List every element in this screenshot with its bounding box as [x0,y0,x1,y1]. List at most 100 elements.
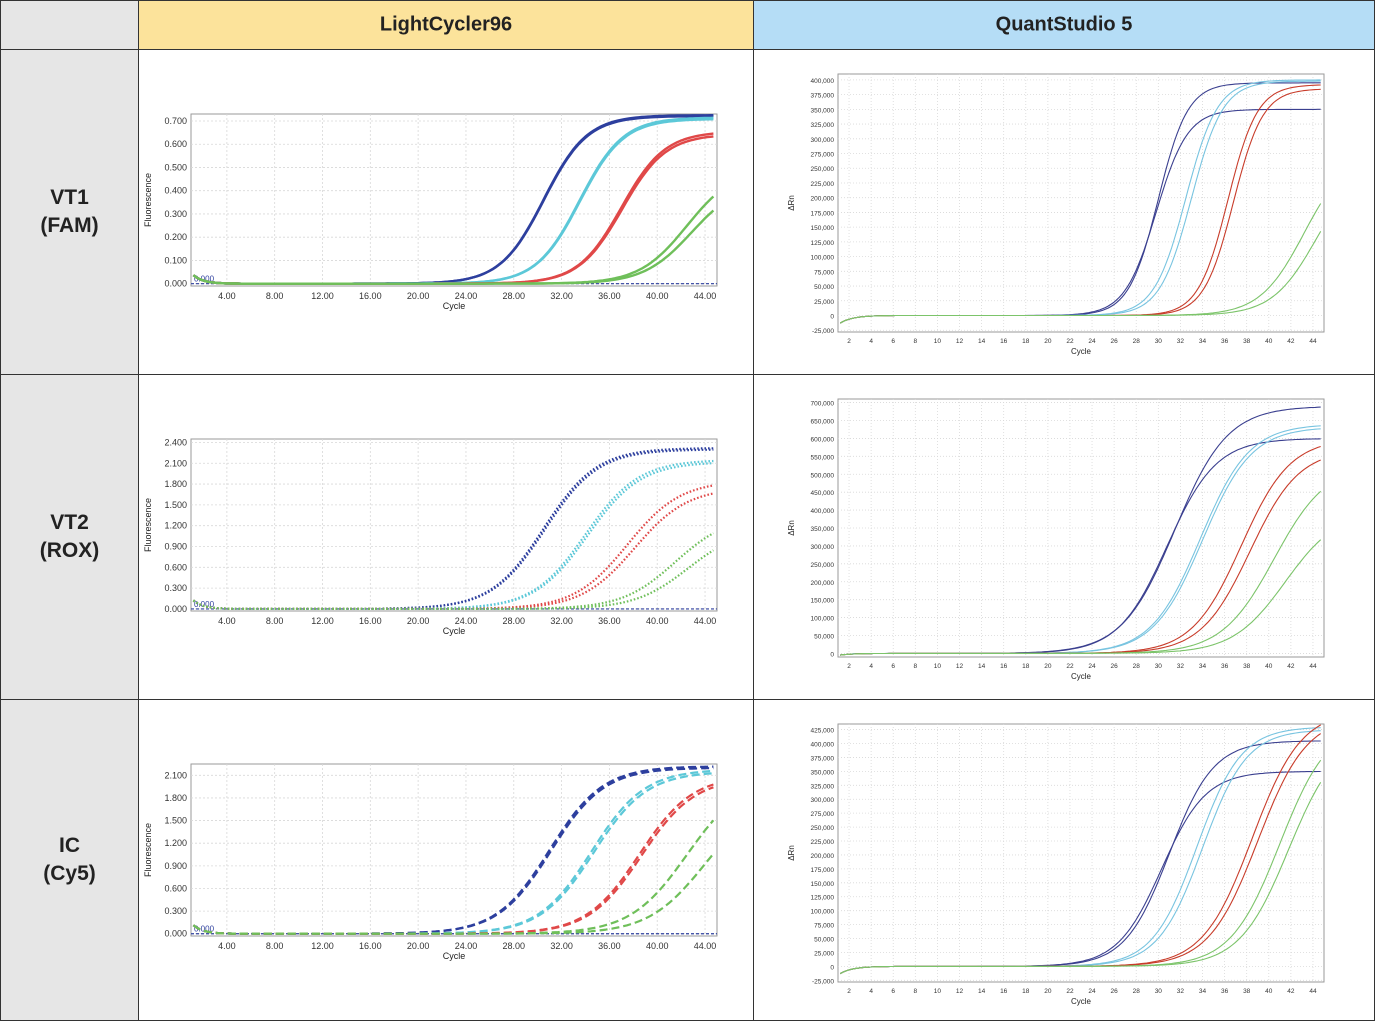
x-tick-label: 14 [978,988,986,995]
y-tick-label: 2.100 [164,770,187,780]
plot-area: -25,000 0 25,000 50,000 75,000 100,000 125,000… [811,723,1325,995]
x-tick-label: 12.00 [311,616,334,626]
y-tick-label: 1.200 [164,521,187,531]
x-tick-label: 36.00 [598,941,621,951]
x-tick-label: 4 [869,988,873,995]
y-tick-label: 0.400 [164,186,187,196]
y-tick-label: 125,000 [811,895,835,902]
x-tick-label: 28.00 [503,941,526,951]
y-tick-label: 0.100 [164,255,187,265]
x-tick-label: 8.00 [266,941,284,951]
x-tick-label: 32.00 [550,941,573,951]
y-tick-label: 175,000 [811,210,835,217]
x-tick-label: 16.00 [359,941,382,951]
header-quantstudio-label: QuantStudio 5 [995,13,1133,36]
plot-area: 0.000 0.100 0.200 0.300 0.400 0.500 0.600 0.700… [164,113,718,301]
y-tick-label: 375,000 [811,93,835,100]
y-tick-label: 0.300 [164,906,187,916]
chart-qs-vt2: 0 50,000 100,000 150,000 200,000 250,000 300,0… [787,398,1325,681]
plot-frame [190,438,718,612]
series-line-7-0 [839,231,1322,324]
chart-lc-vt1: 0.000 0.100 0.200 0.300 0.400 0.500 0.600 0.700… [143,113,718,311]
y-tick-label: 0.700 [164,116,187,126]
y-tick-label: 200,000 [811,580,835,587]
x-axis-label: Cycle [443,301,466,311]
x-tick-label: 22 [1066,663,1074,670]
y-tick-label: 300,000 [811,544,835,551]
x-tick-label: 30 [1155,988,1163,995]
x-tick-label: 24.00 [455,616,478,626]
x-axis-label: Cycle [443,626,466,636]
x-tick-label: 12.00 [311,291,334,301]
x-tick-label: 32 [1177,988,1185,995]
x-tick-label: 20.00 [407,941,430,951]
x-tick-label: 40 [1265,988,1273,995]
x-tick-label: 12 [956,338,964,345]
x-tick-label: 14 [978,338,986,345]
threshold-label: 0.000 [194,600,215,609]
y-tick-label: 0.600 [164,562,187,572]
row-label-line1: IC [59,834,80,857]
x-tick-label: 4.00 [218,291,236,301]
panel-qs-vt1: -25,000 0 25,000 50,000 75,000 100,000 125,000… [753,49,1375,375]
x-tick-label: 24.00 [455,941,478,951]
x-tick-label: 42 [1287,338,1295,345]
y-tick-label: 400,000 [811,742,835,749]
x-tick-label: 8 [914,663,918,670]
y-tick-label: 300,000 [811,137,835,144]
y-tick-label: 200,000 [811,853,835,860]
y-tick-label: 275,000 [811,152,835,159]
x-tick-label: 18 [1022,663,1030,670]
x-tick-label: 32.00 [550,616,573,626]
y-tick-label: 0.200 [164,232,187,242]
x-tick-label: 24 [1088,988,1096,995]
plot-frame [837,723,1325,983]
y-tick-label: 325,000 [811,122,835,129]
y-tick-label: 0.500 [164,162,187,172]
y-tick-label: -25,000 [812,978,834,985]
x-tick-label: 16 [1000,338,1008,345]
y-tick-label: 225,000 [811,839,835,846]
x-tick-label: 44.00 [694,616,717,626]
x-tick-label: 44.00 [694,941,717,951]
y-tick-label: 50,000 [814,634,834,641]
x-tick-label: 28 [1133,338,1141,345]
y-tick-label: 425,000 [811,728,835,735]
x-tick-label: 10 [934,988,942,995]
y-tick-label: 150,000 [811,598,835,605]
y-tick-label: 650,000 [811,419,835,426]
y-tick-label: 125,000 [811,240,835,247]
y-axis-label: Fluorescence [143,823,153,877]
x-tick-label: 40.00 [646,616,669,626]
x-axis-label: Cycle [1071,347,1092,356]
y-tick-label: 0.900 [164,861,187,871]
y-tick-label: 2.400 [164,437,187,447]
series-line-3-1 [192,853,715,935]
x-tick-label: 30 [1155,663,1163,670]
chart-lc-ic: 0.000 0.300 0.600 0.900 1.200 1.500 1.800 2.100… [143,763,718,961]
y-tick-label: 0 [830,651,834,658]
y-tick-label: 275,000 [811,811,835,818]
x-tick-label: 20 [1044,663,1052,670]
y-tick-label: 350,000 [811,769,835,776]
y-tick-label: 225,000 [811,181,835,188]
y-tick-label: 0.300 [164,209,187,219]
x-tick-label: 24.00 [455,291,478,301]
panel-lc-vt1: 0.000 0.100 0.200 0.300 0.400 0.500 0.600 0.700… [138,49,754,375]
row-label-ic: IC (Cy5) [0,699,139,1021]
x-tick-label: 36.00 [598,616,621,626]
panel-lc-ic: 0.000 0.300 0.600 0.900 1.200 1.500 1.800 2.100… [138,699,754,1021]
y-tick-label: 0.300 [164,583,187,593]
threshold-label: 0.000 [194,925,215,934]
x-tick-label: 28.00 [503,616,526,626]
x-tick-label: 2 [847,988,851,995]
x-tick-label: 32.00 [550,291,573,301]
threshold-label: 0.000 [194,275,215,284]
x-axis-label: Cycle [443,951,466,961]
x-axis-label: Cycle [1071,997,1092,1006]
y-tick-label: 75,000 [814,923,834,930]
x-tick-label: 12 [956,988,964,995]
x-tick-label: 32 [1177,663,1185,670]
row-label-line2: (ROX) [39,539,100,562]
